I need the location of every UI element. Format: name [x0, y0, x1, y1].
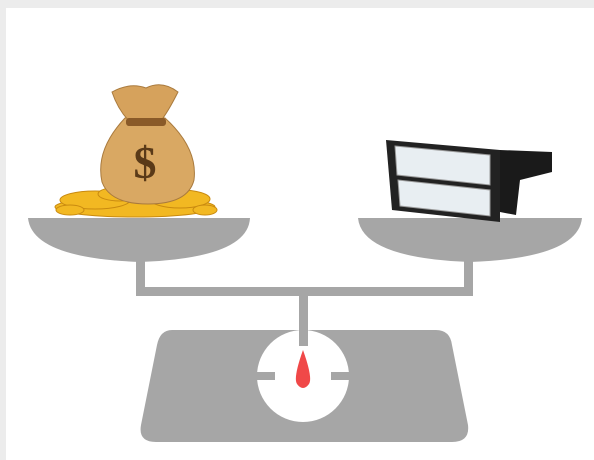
center-rod	[299, 290, 308, 335]
page: {"illustration": {"symbol": "$"}} $	[0, 0, 594, 460]
right-pan	[358, 218, 582, 262]
bracket	[500, 150, 552, 215]
left-pan	[28, 218, 250, 262]
bag-tie	[126, 118, 166, 126]
canvas: $	[6, 8, 594, 460]
dial	[257, 330, 349, 422]
dial-tick	[299, 330, 308, 346]
bag-top	[112, 85, 178, 122]
dial-tick	[331, 372, 349, 380]
scale-illustration: $	[6, 8, 594, 460]
floodlight	[386, 140, 552, 222]
dial-tick	[257, 372, 275, 380]
money: $	[55, 85, 217, 217]
dollar-sign: $	[134, 137, 157, 188]
